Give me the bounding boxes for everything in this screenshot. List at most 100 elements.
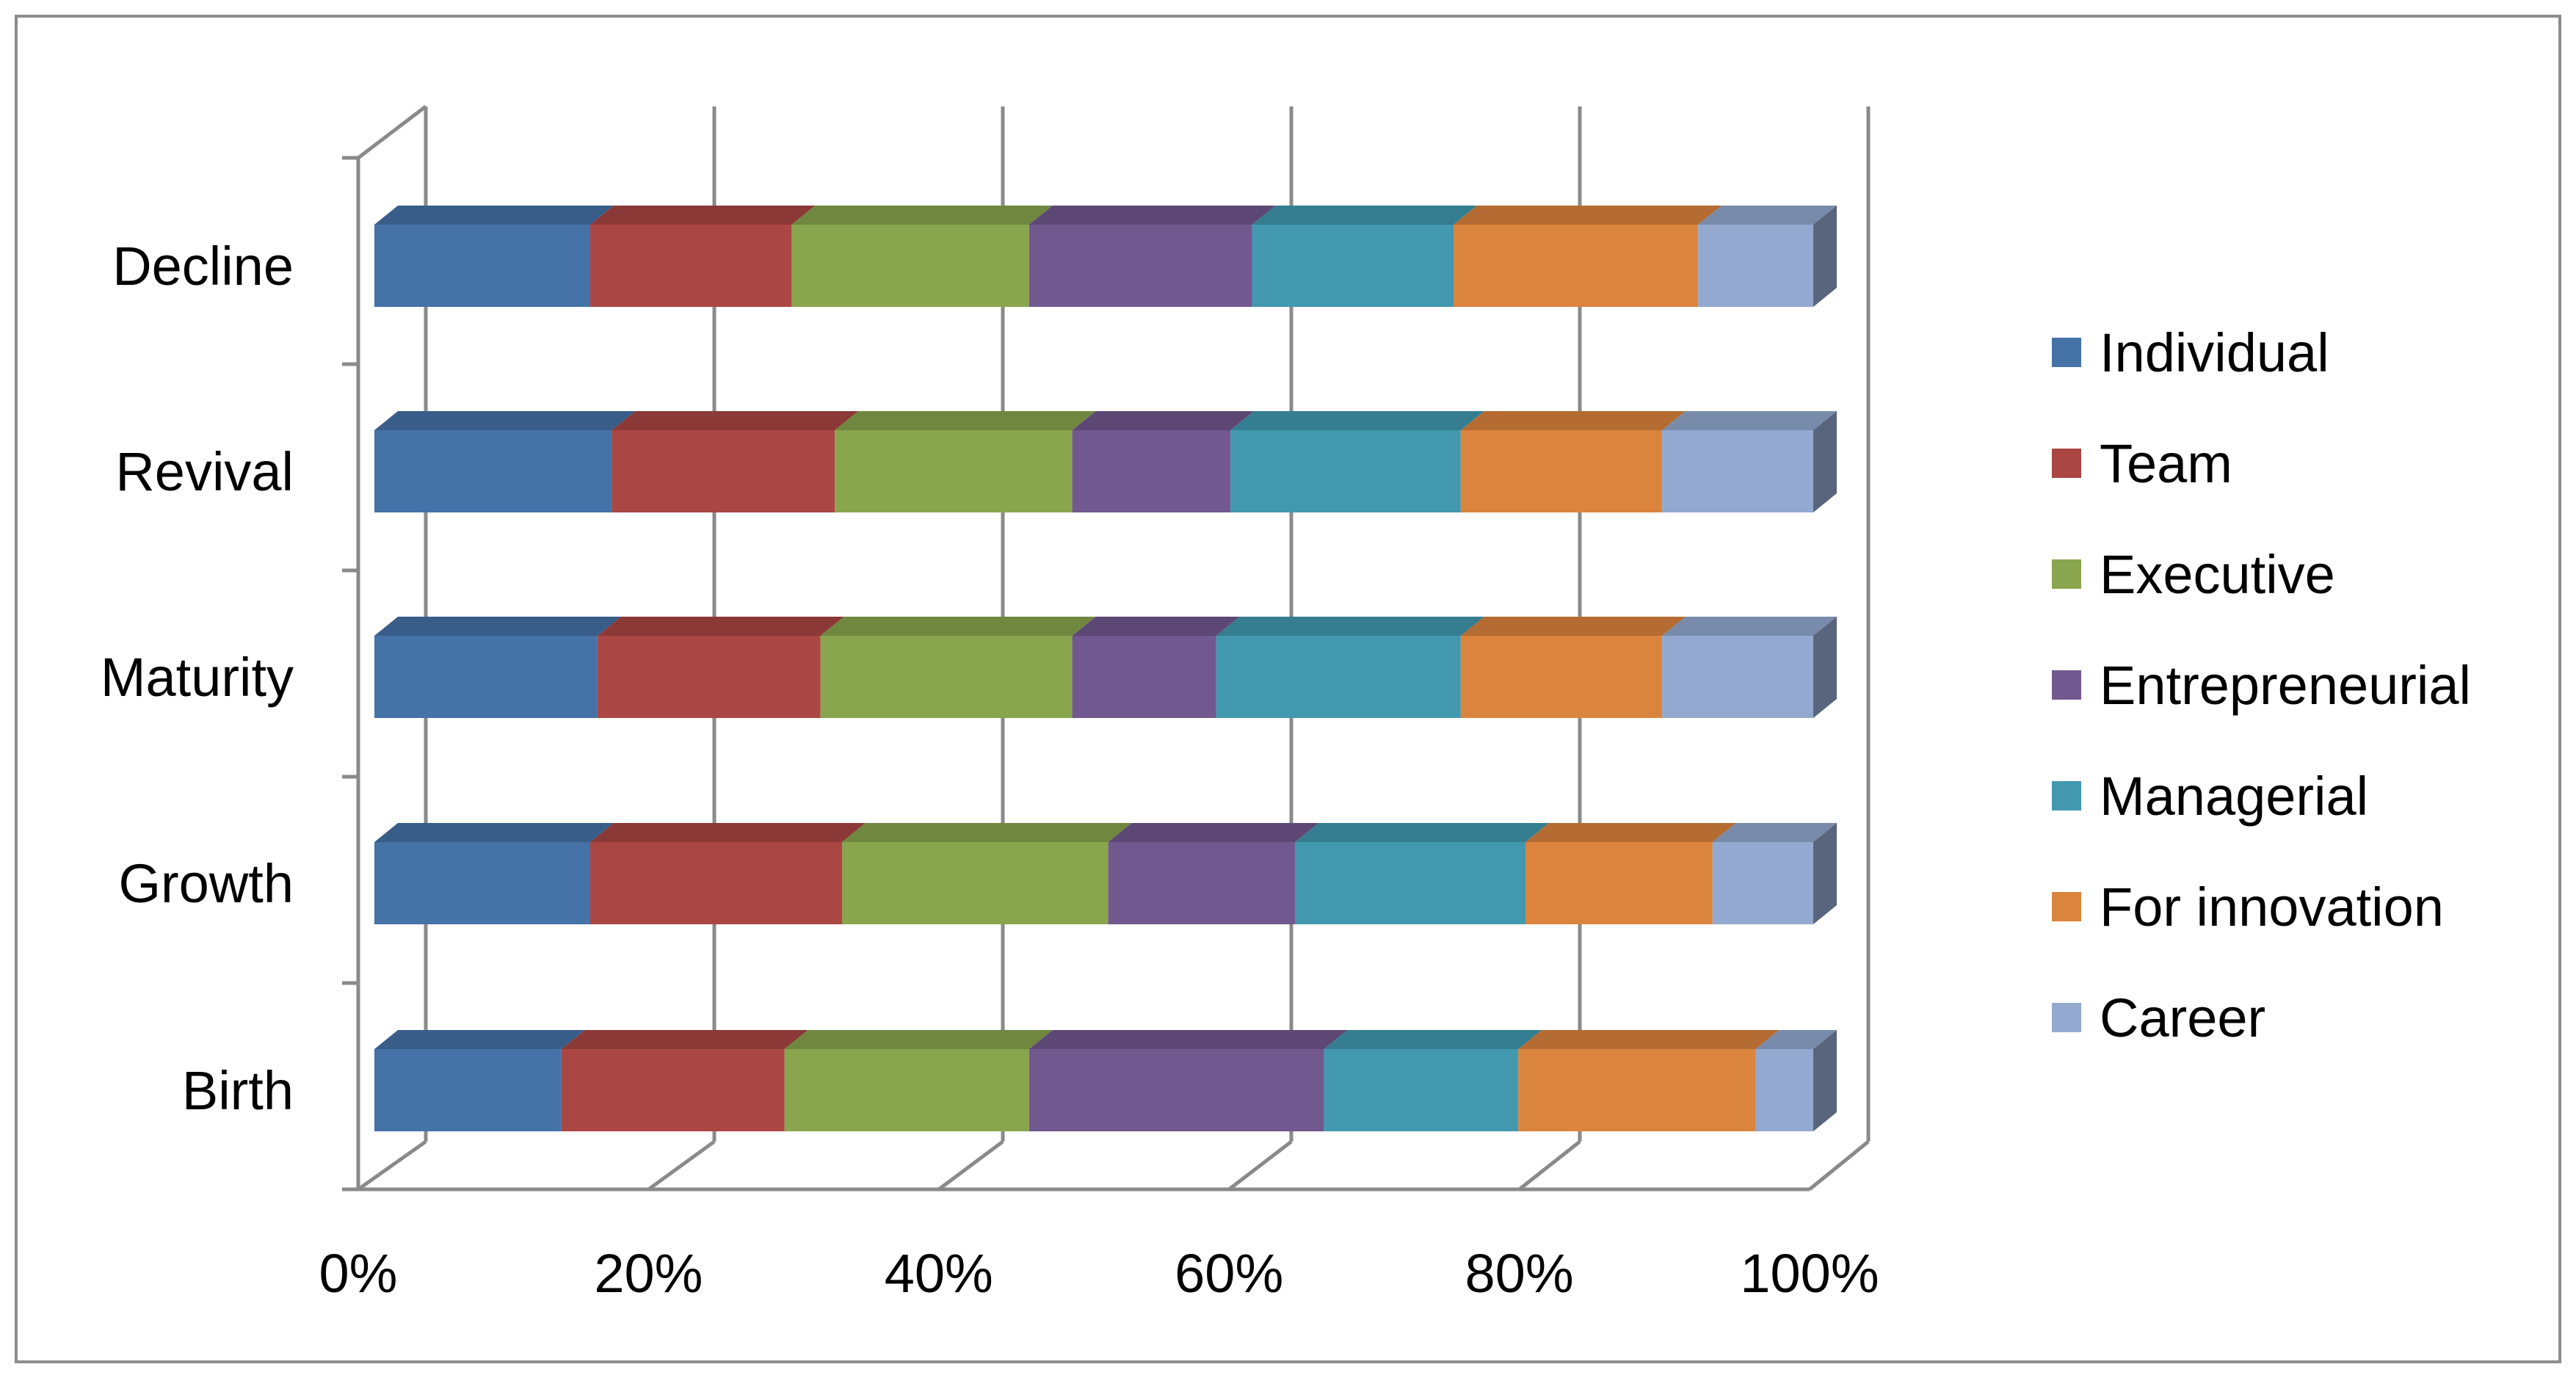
bar-segment-top <box>1072 617 1240 636</box>
bar-segment-top <box>1252 206 1477 225</box>
bar-segment-front <box>1698 225 1813 307</box>
bar-segment-top <box>1072 411 1255 430</box>
bar-segment-top <box>1755 1030 1837 1049</box>
bar-segment-front <box>835 430 1073 512</box>
bar-segment <box>561 1030 808 1131</box>
bar-segment <box>1028 206 1276 307</box>
x-tick-label: 40% <box>885 1243 993 1304</box>
bar-segment <box>842 823 1132 924</box>
legend-swatch <box>2052 892 2081 921</box>
legend-label: Individual <box>2100 322 2329 383</box>
bar-segment <box>374 206 614 307</box>
legend-label: Team <box>2100 433 2232 494</box>
bar-segment-top <box>1662 617 1837 636</box>
legend-item: Team <box>2052 433 2232 494</box>
floor-gridline <box>357 1139 427 1192</box>
bar-segment-top <box>1295 823 1549 842</box>
bar-segment <box>1518 1030 1779 1131</box>
bar-segment-top <box>1216 617 1484 636</box>
category-label: Revival <box>115 441 294 502</box>
legend-label: For innovation <box>2100 877 2444 938</box>
left-wall-top <box>357 105 427 159</box>
category-label: Decline <box>112 236 294 297</box>
bar-segment-front <box>791 225 1029 307</box>
bar-segment <box>612 411 859 512</box>
bar-segment <box>820 617 1096 718</box>
bar-segment-front <box>1662 636 1813 718</box>
bar-segment <box>1295 823 1549 924</box>
bar-segment-front <box>1324 1049 1519 1131</box>
bar-segment-front <box>1028 225 1252 307</box>
bar-segment <box>791 206 1053 307</box>
bar-segment <box>784 1030 1053 1131</box>
bar-segment-top <box>590 206 816 225</box>
bar-segment <box>1662 617 1837 718</box>
bar-segment-top <box>1698 206 1837 225</box>
bar-segment-side <box>1813 411 1837 512</box>
bar-segment-front <box>374 225 590 307</box>
bar-stack-area <box>374 206 1837 1131</box>
category-label: Birth <box>182 1060 294 1121</box>
bar-segment-front <box>374 636 598 718</box>
legend-swatch <box>2052 670 2081 700</box>
bar-segment <box>1460 411 1686 512</box>
bar-segment-top <box>1028 1030 1348 1049</box>
legend-item: Managerial <box>2052 766 2368 827</box>
bar-segment-top <box>1712 823 1837 842</box>
legend-swatch <box>2052 559 2081 589</box>
bar-segment <box>1216 617 1484 718</box>
x-tick-label: 80% <box>1465 1243 1574 1304</box>
legend-label: Managerial <box>2100 766 2368 827</box>
bar-segment-top <box>842 823 1132 842</box>
bar-segment-front <box>612 430 835 512</box>
bar-segment-front <box>784 1049 1029 1131</box>
bar-segment <box>374 1030 585 1131</box>
floor-gridline <box>1227 1140 1293 1191</box>
bar-segment-top <box>1108 823 1319 842</box>
bar-segment <box>1755 1030 1837 1131</box>
bar-segment-top <box>612 411 859 430</box>
bar-segment-side <box>1813 823 1837 924</box>
legend-swatch <box>2052 1003 2081 1032</box>
category-label: Growth <box>118 853 294 914</box>
legend-label: Entrepreneurial <box>2100 655 2471 716</box>
bar-segment-front <box>1230 430 1461 512</box>
legend-item: Individual <box>2052 322 2329 383</box>
legend-swatch <box>2052 449 2081 478</box>
x-tick-label: 100% <box>1740 1243 1879 1304</box>
bar-segment <box>1712 823 1837 924</box>
bar-segment <box>1252 206 1477 307</box>
bar-segment-front <box>590 842 842 924</box>
bar-segment-top <box>374 411 636 430</box>
bar-segment-front <box>590 225 792 307</box>
bar-segment-front <box>1525 842 1713 924</box>
bar-segment <box>1072 617 1240 718</box>
bar-segment-top <box>374 823 614 842</box>
bar-segment-top <box>374 1030 585 1049</box>
bar-segment-top <box>1028 206 1276 225</box>
bar-segment-front <box>374 1049 562 1131</box>
bar-segment-front <box>1518 1049 1756 1131</box>
bar-segment-top <box>1230 411 1484 430</box>
bar-segment-top <box>835 411 1096 430</box>
bar-segment-front <box>1460 636 1663 718</box>
legend-item: For innovation <box>2052 877 2444 938</box>
floor-gridline <box>647 1139 716 1192</box>
bar-segment-front <box>1295 842 1525 924</box>
bar-segment <box>374 617 621 718</box>
bar-segment <box>1028 1030 1348 1131</box>
bar-segment <box>590 823 866 924</box>
bar-segment-top <box>597 617 844 636</box>
bar-segment-front <box>1662 430 1813 512</box>
bar-segment-top <box>1518 1030 1779 1049</box>
bar-segment-side <box>1813 1030 1837 1131</box>
bar-segment-front <box>1252 225 1454 307</box>
bar-segment-top <box>374 617 621 636</box>
bar-segment-front <box>1072 430 1231 512</box>
category-label: Maturity <box>101 647 294 708</box>
bar-segment-top <box>1454 206 1722 225</box>
x-tick-label: 60% <box>1175 1243 1283 1304</box>
bar-segment <box>374 411 636 512</box>
bar-segment-top <box>1460 411 1686 430</box>
